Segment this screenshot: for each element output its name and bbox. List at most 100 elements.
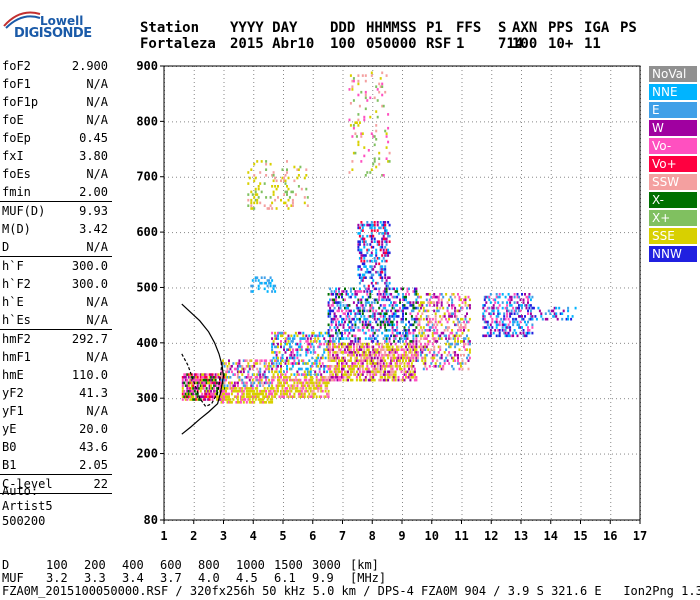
grid-dot xyxy=(372,478,374,479)
echo-point xyxy=(376,293,379,296)
grid-dot xyxy=(521,490,522,491)
grid-dot xyxy=(312,286,314,287)
echo-point xyxy=(381,331,384,335)
grid-dot xyxy=(550,410,552,411)
echo-point xyxy=(338,376,340,379)
echo-point xyxy=(247,370,250,374)
echo-point xyxy=(357,337,360,340)
grid-dot xyxy=(524,398,525,400)
echo-point xyxy=(384,315,387,318)
echo-point xyxy=(357,373,360,376)
echo-point xyxy=(196,395,199,398)
grid-dot xyxy=(284,453,285,455)
grid-dot xyxy=(580,242,582,243)
grid-dot xyxy=(521,470,522,471)
grid-dot xyxy=(521,474,522,475)
grid-dot xyxy=(431,498,433,499)
echo-point xyxy=(352,351,355,354)
grid-dot xyxy=(461,266,463,267)
echo-point xyxy=(257,378,260,382)
echo-point xyxy=(332,340,335,343)
grid-dot xyxy=(223,106,225,107)
grid-dot xyxy=(292,453,293,455)
grid-dot xyxy=(610,474,612,475)
echo-point xyxy=(338,337,340,340)
echo-point xyxy=(376,340,379,343)
echo-point xyxy=(336,309,339,313)
echo-point xyxy=(344,287,346,291)
echo-point xyxy=(348,331,351,335)
grid-dot xyxy=(610,162,612,163)
echo-point xyxy=(349,348,352,351)
echo-point xyxy=(260,359,263,362)
echo-point xyxy=(275,389,278,393)
grid-dot xyxy=(223,350,225,351)
echo-point xyxy=(327,315,330,318)
echo-point xyxy=(344,342,346,346)
echo-point xyxy=(367,351,370,354)
echo-point xyxy=(323,376,326,379)
echo-point xyxy=(300,373,303,376)
grid-dot xyxy=(521,78,522,79)
echo-point xyxy=(373,287,376,291)
grid-dot xyxy=(223,230,225,231)
grid-dot xyxy=(256,287,257,289)
grid-dot xyxy=(253,114,255,115)
grid-dot xyxy=(283,470,284,471)
grid-dot xyxy=(223,518,225,519)
echo-point xyxy=(306,384,309,387)
grid-dot xyxy=(592,287,593,289)
echo-point xyxy=(235,362,238,365)
grid-dot xyxy=(253,338,255,339)
echo-point xyxy=(330,290,333,293)
echo-point xyxy=(184,373,187,376)
grid-dot xyxy=(580,494,582,495)
echo-point xyxy=(342,298,345,302)
echo-point xyxy=(400,370,403,374)
grid-dot xyxy=(193,170,195,171)
echo-point xyxy=(376,334,379,338)
echo-point xyxy=(256,367,259,371)
grid-dot xyxy=(460,398,461,400)
grid-dot xyxy=(600,232,601,234)
echo-point xyxy=(271,345,274,349)
grid-dot xyxy=(312,170,314,171)
grid-dot xyxy=(168,342,169,344)
grid-dot xyxy=(491,206,493,207)
grid-dot xyxy=(431,174,433,175)
echo-point xyxy=(266,376,269,379)
echo-point xyxy=(378,287,381,291)
echo-point xyxy=(222,398,224,401)
echo-point xyxy=(394,351,397,354)
grid-dot xyxy=(521,478,522,479)
echo-point xyxy=(290,351,293,354)
grid-dot xyxy=(283,270,284,271)
grid-dot xyxy=(236,176,237,178)
echo-point xyxy=(415,345,418,349)
grid-dot xyxy=(532,342,533,344)
grid-dot xyxy=(610,410,612,411)
grid-dot xyxy=(248,121,249,123)
grid-dot xyxy=(336,398,337,400)
echo-point xyxy=(412,373,415,376)
grid-dot xyxy=(604,287,605,289)
echo-point xyxy=(318,378,321,382)
grid-dot xyxy=(172,287,173,289)
grid-dot xyxy=(228,342,229,344)
grid-dot xyxy=(253,446,255,447)
grid-dot xyxy=(580,514,582,515)
echo-point xyxy=(235,395,238,398)
echo-point xyxy=(196,384,199,387)
echo-point xyxy=(347,376,349,379)
echo-point xyxy=(326,365,329,368)
grid-dot xyxy=(304,342,305,344)
grid-dot xyxy=(521,118,522,119)
grid-dot xyxy=(372,258,374,259)
grid-dot xyxy=(168,453,169,455)
echo-point xyxy=(375,287,378,291)
echo-point xyxy=(242,370,245,374)
echo-point xyxy=(379,362,382,365)
grid-dot xyxy=(628,232,629,234)
echo-point xyxy=(336,376,339,379)
echo-point xyxy=(213,389,216,393)
